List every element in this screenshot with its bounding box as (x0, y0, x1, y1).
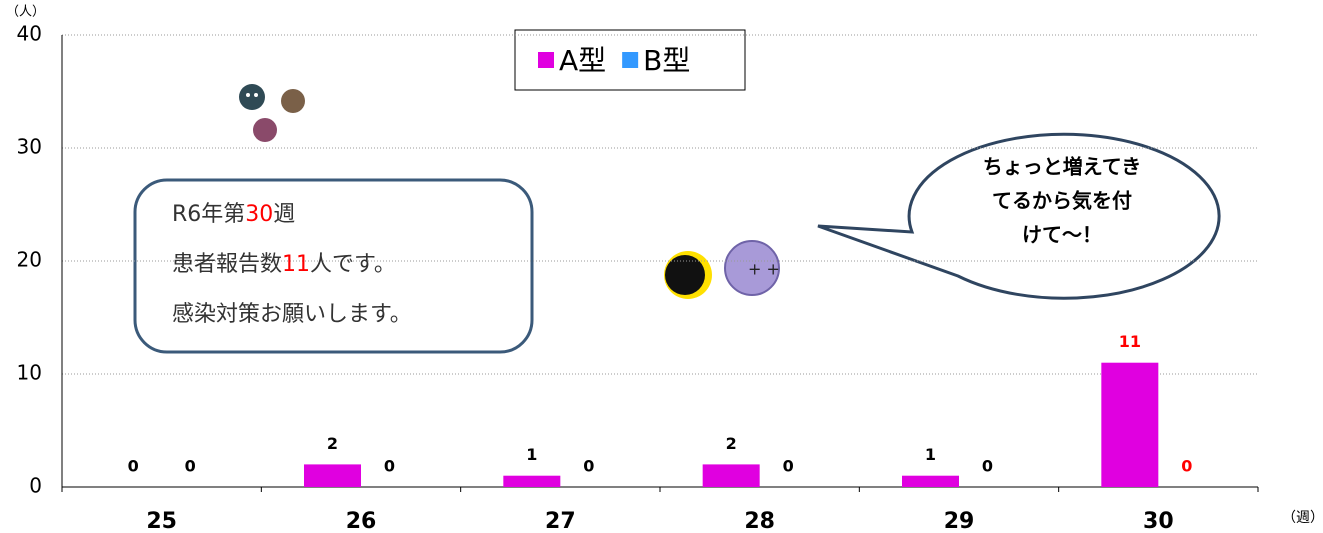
x-tick-label: 28 (744, 509, 775, 533)
bubble-text: てるから気を付 (992, 189, 1132, 213)
y-unit: （人） (6, 5, 45, 20)
note-text: 人です。 (310, 252, 396, 277)
x-tick-label: 27 (545, 509, 576, 533)
legend-label: A型 (559, 44, 606, 77)
note-text: 週 (273, 202, 295, 227)
virus-illustration: + + (664, 240, 780, 299)
note-text: 感染対策お願いします。 (172, 302, 412, 327)
data-label: 0 (583, 457, 594, 476)
data-label: 0 (185, 457, 196, 476)
data-label: 2 (327, 434, 338, 453)
data-label: 0 (1181, 457, 1192, 476)
x-tick-label: 26 (346, 509, 377, 533)
x-tick-label: 30 (1143, 509, 1174, 533)
data-label: 1 (925, 445, 936, 464)
data-label: 1 (526, 445, 537, 464)
x-unit: （週） (1282, 510, 1323, 526)
legend-swatch (622, 52, 639, 68)
germs-illustration (239, 84, 305, 142)
bubble-text: けて〜！ (1022, 223, 1102, 247)
note-line: 患者報告数11人です。 (172, 252, 396, 277)
data-label: 0 (783, 457, 794, 476)
note-line: 感染対策お願いします。 (172, 302, 412, 327)
bar (702, 464, 760, 487)
y-tick-label: 10 (17, 361, 42, 385)
note-text: 30 (245, 202, 273, 227)
note-box (133, 178, 534, 354)
legend-label: B型 (643, 44, 690, 77)
speech-bubble (817, 132, 1221, 300)
svg-text:+ +: + + (748, 260, 780, 279)
note-text: 患者報告数 (172, 252, 282, 277)
note-text: R6年第 (172, 202, 245, 227)
data-label: 11 (1119, 332, 1141, 351)
data-label: 0 (982, 457, 993, 476)
y-tick-label: 20 (17, 248, 42, 272)
x-tick-label: 25 (146, 509, 177, 533)
x-tick-label: 29 (944, 509, 975, 533)
note-text: 11 (282, 252, 310, 277)
data-label: 2 (726, 434, 737, 453)
bar (1101, 362, 1159, 487)
y-tick-label: 30 (17, 135, 42, 159)
bar (304, 464, 361, 487)
data-label: 0 (384, 457, 395, 476)
bar (503, 475, 561, 487)
bar (902, 475, 959, 487)
note-line: R6年第30週 (172, 202, 295, 227)
bubble-text: ちょっと増えてき (983, 155, 1141, 179)
data-label: 0 (128, 457, 139, 476)
y-tick-label: 40 (17, 22, 42, 46)
y-tick-label: 0 (29, 474, 42, 498)
legend-swatch (538, 52, 554, 68)
